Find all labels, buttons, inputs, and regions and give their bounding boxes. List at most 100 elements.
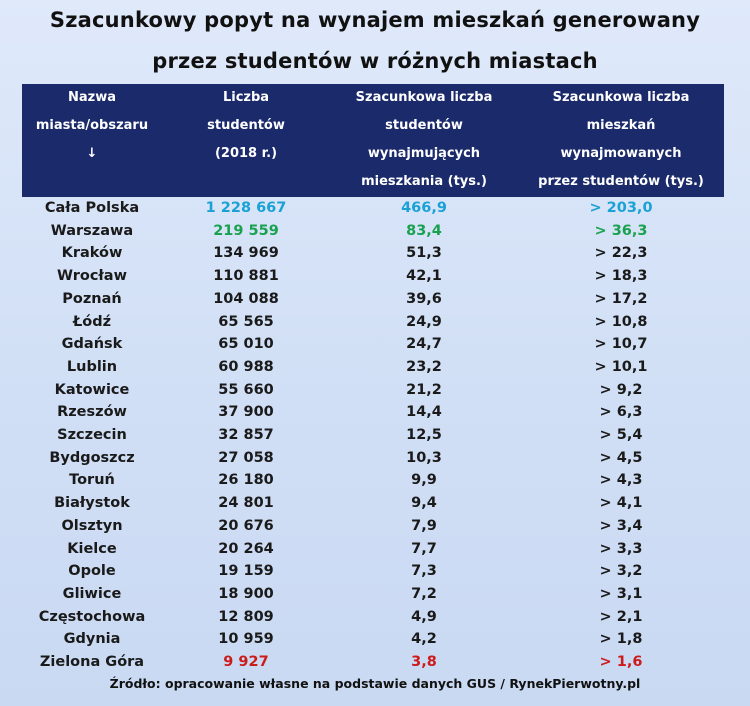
city-cell: Szczecin	[57, 427, 127, 444]
flats-cell: > 1,6	[599, 654, 643, 671]
table-row: Cała Polska 1 228 667 466,9 > 203,0	[22, 197, 724, 220]
renting-cell: 23,2	[406, 358, 442, 375]
header-renting-line: mieszkania (tys.)	[361, 174, 487, 189]
header-flats-line: wynajmowanych	[560, 146, 682, 161]
flats-cell: > 10,7	[594, 336, 648, 353]
renting-cell: 7,9	[411, 517, 437, 534]
header-students-line: (2018 r.)	[214, 146, 278, 161]
table-row: Warszawa 219 559 83,4 > 36,3	[22, 220, 724, 243]
header-city-line: miasta/obszaru	[35, 118, 149, 133]
city-cell: Gliwice	[62, 585, 122, 602]
header-flats-line: Szacunkowa liczba	[552, 90, 690, 105]
header-students-line: Liczba	[222, 90, 270, 105]
header-city-line: Nazwa	[67, 90, 116, 105]
flats-cell: > 4,1	[599, 495, 643, 512]
table-row: Gdynia 10 959 4,2 > 1,8	[22, 628, 724, 651]
flats-cell: > 10,8	[594, 313, 648, 330]
table-row: Poznań 104 088 39,6 > 17,2	[22, 288, 724, 311]
table-row: Szczecin 32 857 12,5 > 5,4	[22, 424, 724, 447]
page-title-line-2: przez studentów w różnych miastach	[152, 49, 598, 73]
city-cell: Częstochowa	[38, 608, 146, 625]
table-row: Kraków 134 969 51,3 > 22,3	[22, 242, 724, 265]
table-row: Kielce 20 264 7,7 > 3,3	[22, 538, 724, 561]
students-cell: 9 927	[223, 654, 269, 671]
renting-cell: 24,7	[406, 336, 442, 353]
city-cell: Toruń	[69, 472, 115, 489]
table-row: Białystok 24 801 9,4 > 4,1	[22, 492, 724, 515]
renting-cell: 7,7	[411, 540, 437, 557]
renting-cell: 7,2	[411, 585, 437, 602]
students-cell: 27 058	[218, 449, 274, 466]
table-row: Lublin 60 988 23,2 > 10,1	[22, 356, 724, 379]
flats-cell: > 9,2	[599, 381, 643, 398]
header-renting-line: wynajmujących	[367, 146, 481, 161]
table-row: Gdańsk 65 010 24,7 > 10,7	[22, 333, 724, 356]
students-cell: 55 660	[218, 381, 274, 398]
city-cell: Katowice	[54, 381, 130, 398]
city-cell: Cała Polska	[44, 200, 140, 216]
table-header: Nazwa miasta/obszaru ↓ Liczba studentów …	[22, 84, 724, 197]
table-body: Cała Polska 1 228 667 466,9 > 203,0 Warszawa…	[22, 197, 724, 674]
city-cell: Poznań	[62, 290, 122, 307]
students-cell: 65 010	[218, 336, 274, 353]
source-note: Źródło: opracowanie własne na podstawie …	[109, 676, 641, 691]
table-row: Wrocław 110 881 42,1 > 18,3	[22, 265, 724, 288]
renting-cell: 466,9	[401, 200, 447, 216]
flats-cell: > 6,3	[599, 404, 643, 421]
renting-cell: 9,4	[411, 495, 437, 512]
city-cell: Łódź	[72, 313, 112, 330]
flats-cell: > 22,3	[594, 245, 648, 262]
flats-cell: > 36,3	[594, 222, 648, 239]
renting-cell: 7,3	[411, 563, 437, 580]
city-cell: Kraków	[61, 245, 123, 262]
students-cell: 32 857	[218, 427, 274, 444]
renting-cell: 51,3	[406, 245, 442, 262]
renting-cell: 4,9	[411, 608, 437, 625]
city-cell: Gdańsk	[61, 336, 123, 353]
header-rented-flats: Szacunkowa liczba mieszkań wynajmowanych…	[518, 84, 724, 197]
table-row: Rzeszów 37 900 14,4 > 6,3	[22, 401, 724, 424]
page-title-line-1: Szacunkowy popyt na wynajem mieszkań gen…	[49, 8, 701, 32]
header-city: Nazwa miasta/obszaru ↓	[22, 84, 162, 197]
flats-cell: > 10,1	[594, 358, 648, 375]
flats-cell: > 18,3	[594, 268, 648, 285]
students-cell: 24 801	[218, 495, 274, 512]
header-renting-line: studentów	[385, 118, 463, 133]
data-table: Nazwa miasta/obszaru ↓ Liczba studentów …	[22, 84, 724, 674]
students-cell: 20 676	[218, 517, 274, 534]
renting-cell: 39,6	[406, 290, 442, 307]
renting-cell: 24,9	[406, 313, 442, 330]
sort-down-arrow-icon: ↓	[86, 146, 98, 161]
renting-cell: 21,2	[406, 381, 442, 398]
flats-cell: > 17,2	[594, 290, 648, 307]
table-row: Bydgoszcz 27 058 10,3 > 4,5	[22, 447, 724, 470]
flats-cell: > 3,1	[599, 585, 643, 602]
flats-cell: > 5,4	[599, 427, 643, 444]
renting-cell: 12,5	[406, 427, 442, 444]
table-row: Olsztyn 20 676 7,9 > 3,4	[22, 515, 724, 538]
students-cell: 60 988	[218, 358, 274, 375]
header-flats-line: przez studentów (tys.)	[538, 174, 704, 189]
renting-cell: 9,9	[411, 472, 437, 489]
students-cell: 12 809	[218, 608, 274, 625]
table-row: Opole 19 159 7,3 > 3,2	[22, 560, 724, 583]
flats-cell: > 4,5	[599, 449, 643, 466]
students-cell: 1 228 667	[205, 200, 287, 216]
city-cell: Gdynia	[63, 631, 121, 648]
flats-cell: > 3,4	[599, 517, 643, 534]
city-cell: Wrocław	[56, 268, 127, 285]
header-renting-line: Szacunkowa liczba	[355, 90, 493, 105]
students-cell: 26 180	[218, 472, 274, 489]
header-renting-students: Szacunkowa liczba studentów wynajmującyc…	[330, 84, 518, 197]
students-cell: 37 900	[218, 404, 274, 421]
city-cell: Kielce	[67, 540, 117, 557]
students-cell: 110 881	[213, 268, 279, 285]
renting-cell: 3,8	[411, 654, 437, 671]
students-cell: 219 559	[213, 222, 279, 239]
students-cell: 134 969	[213, 245, 279, 262]
table-row: Zielona Góra 9 927 3,8 > 1,6	[22, 651, 724, 674]
renting-cell: 4,2	[411, 631, 437, 648]
renting-cell: 42,1	[406, 268, 442, 285]
students-cell: 65 565	[218, 313, 274, 330]
city-cell: Olsztyn	[61, 517, 123, 534]
